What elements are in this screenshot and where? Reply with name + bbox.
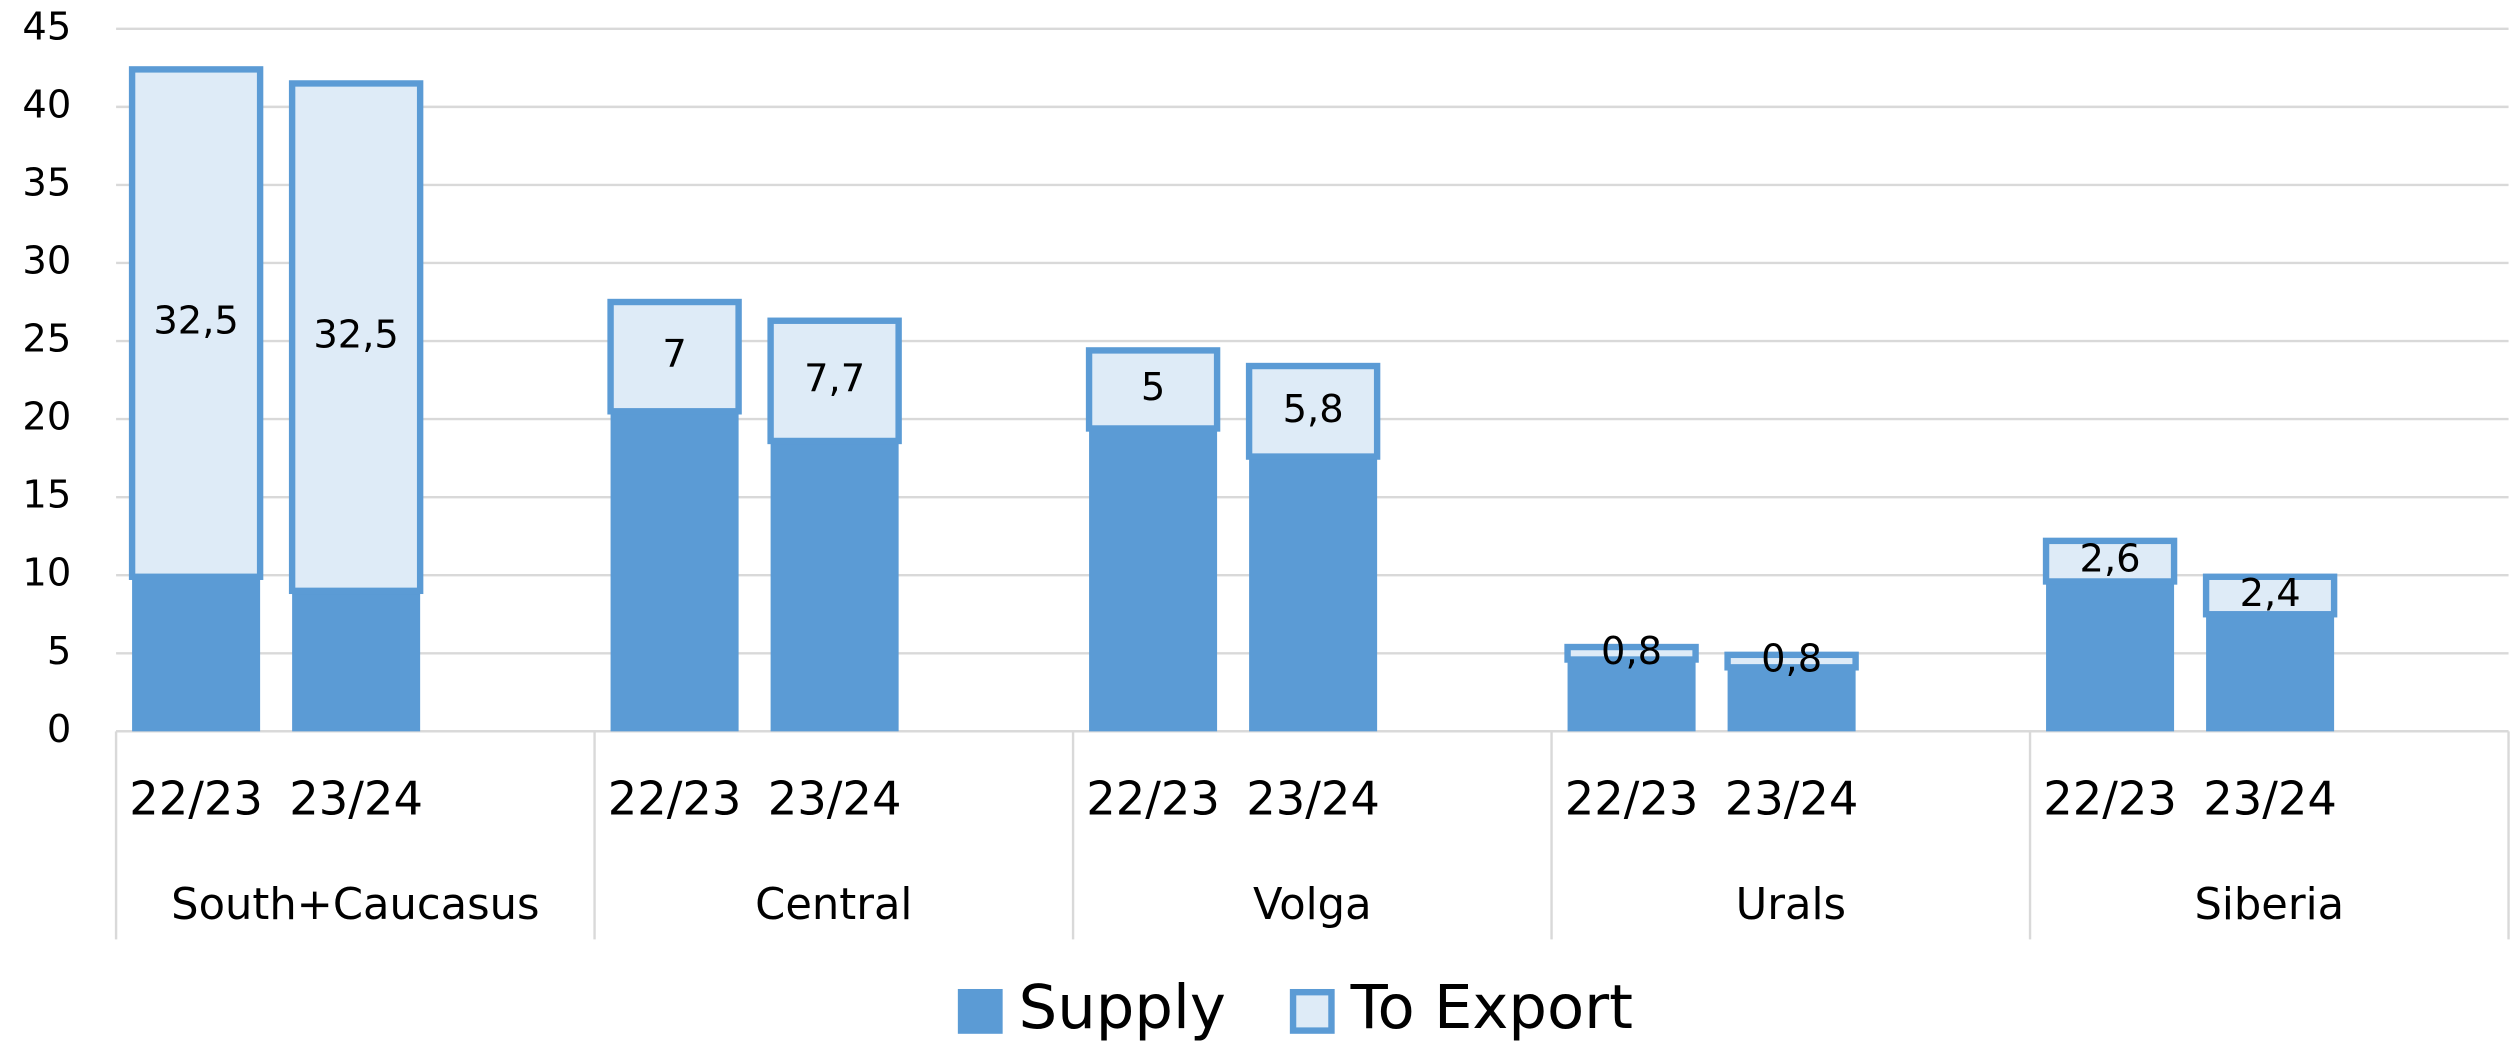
x-tick-label: 22/23 (608, 771, 742, 825)
bar-segment (1727, 667, 1856, 732)
legend-swatch (1289, 988, 1335, 1034)
bar-segment (132, 576, 261, 732)
y-tick-label: 30 (22, 238, 71, 283)
x-tick-label: 23/24 (1725, 771, 1859, 825)
data-label: 5 (1141, 365, 1165, 410)
y-tick-label: 15 (22, 473, 71, 518)
y-tick-label: 25 (22, 317, 71, 362)
bar-segment (2046, 581, 2175, 732)
bar-segment (1567, 659, 1696, 732)
bar-segment (767, 317, 902, 445)
x-tick-label: 22/23 (1565, 771, 1699, 825)
data-label: 32,5 (313, 313, 398, 358)
bar-segment (610, 411, 739, 732)
bar-segment (1245, 362, 1381, 460)
bar-segment (2202, 573, 2338, 618)
data-label: 0,8 (1761, 637, 1822, 682)
data-label: 7 (662, 332, 686, 377)
data-label: 32,5 (153, 299, 238, 344)
bar-segment (1564, 643, 1699, 663)
bar-segment (2206, 614, 2335, 732)
data-label: 5,8 (1283, 387, 1344, 432)
bar-segment (1089, 428, 1218, 732)
bar-segment (1085, 347, 1221, 432)
x-tick-label: 23/24 (768, 771, 902, 825)
bar-segment (607, 298, 742, 415)
data-label: 2,4 (2240, 571, 2301, 616)
y-tick-label: 40 (22, 82, 71, 127)
bar-segment (292, 590, 421, 732)
legend-label: To Export (1350, 973, 1633, 1043)
y-tick-label: 20 (22, 395, 71, 440)
bar-segment (2042, 537, 2178, 585)
group-label: Urals (1736, 880, 1846, 930)
y-tick-label: 45 (22, 4, 71, 49)
legend-swatch (957, 988, 1003, 1034)
group-label: Siberia (2194, 880, 2344, 930)
group-label: Central (755, 880, 912, 930)
y-tick-label: 5 (47, 629, 71, 674)
group-label: Volga (1253, 880, 1372, 930)
x-tick-label: 23/24 (2203, 771, 2337, 825)
data-label: 7,7 (804, 356, 865, 401)
y-tick-label: 0 (47, 707, 71, 752)
bar-segment (128, 66, 264, 580)
x-tick-label: 22/23 (2043, 771, 2177, 825)
legend-label: Supply (1019, 973, 1226, 1043)
x-tick-label: 23/24 (1246, 771, 1380, 825)
x-tick-label: 23/24 (289, 771, 423, 825)
bar-segment (288, 80, 424, 595)
data-label: 0,8 (1601, 629, 1662, 674)
data-label: 2,6 (2080, 537, 2141, 582)
x-tick-label: 22/23 (1086, 771, 1220, 825)
bar-segment (770, 440, 899, 732)
y-tick-label: 35 (22, 160, 71, 205)
bar-segment (1249, 456, 1378, 732)
y-tick-label: 10 (22, 551, 71, 596)
group-label: South+Caucasus (171, 880, 539, 930)
bar-segment (1724, 651, 1859, 671)
x-tick-label: 22/23 (129, 771, 263, 825)
